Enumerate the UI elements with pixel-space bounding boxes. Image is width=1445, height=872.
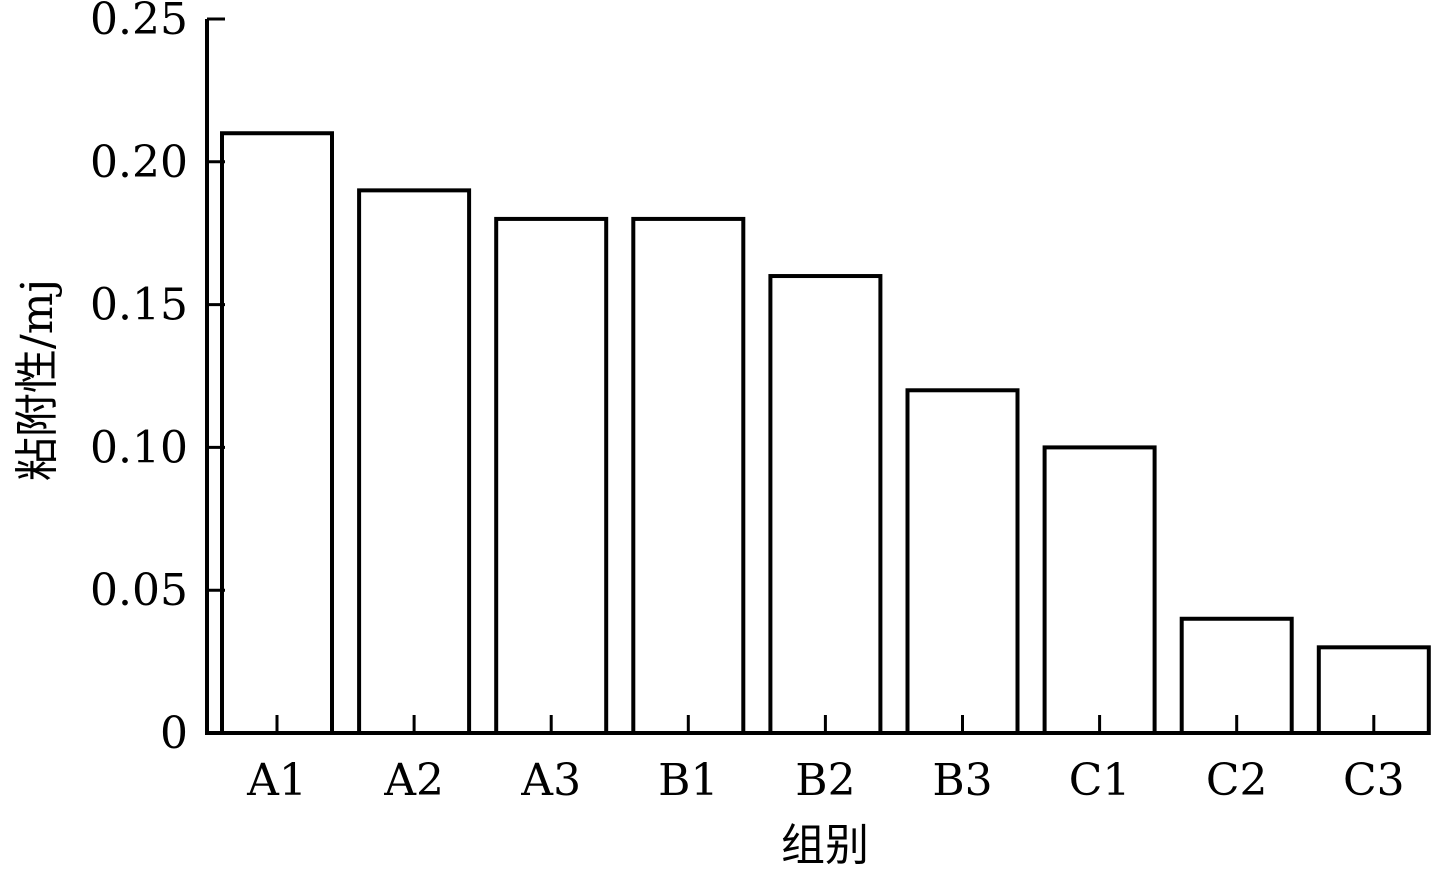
bar-B3 [905,388,1020,735]
x-tick-label: B3 [932,755,992,806]
bar-C1 [1042,445,1157,735]
bar-A1 [220,131,334,736]
bar-A2 [357,188,472,736]
bar-B2 [768,274,883,735]
x-tick-label: C3 [1343,755,1405,806]
x-tick-label: C2 [1206,755,1268,806]
x-tick-label: B1 [658,755,718,806]
x-tick-label: A3 [520,755,581,806]
y-tick-label: 0.20 [90,137,188,188]
y-tick-label: 0.25 [90,0,188,45]
axes: A1 A2 A3 B1 B2 B3 C1 C2 C3 0 0.05 0.10 0.15 0.20 0.25 [90,0,1430,806]
x-axis-title: 组别 [781,820,869,871]
bar-B1 [631,216,746,736]
y-tick-label: 0.10 [90,422,188,473]
x-tick-label: B2 [795,755,855,806]
x-tick-label: C1 [1069,755,1131,806]
y-tick-label: 0 [160,708,188,759]
bar-C2 [1179,616,1294,736]
x-tick-label: A2 [383,755,444,806]
y-axis-title: 粘附性/mj [12,279,63,481]
x-tick-label: A1 [246,755,307,806]
bars [220,131,1431,736]
y-tick-label: 0.05 [90,565,188,616]
y-tick-label: 0.15 [90,280,188,331]
bar-A3 [494,216,609,736]
